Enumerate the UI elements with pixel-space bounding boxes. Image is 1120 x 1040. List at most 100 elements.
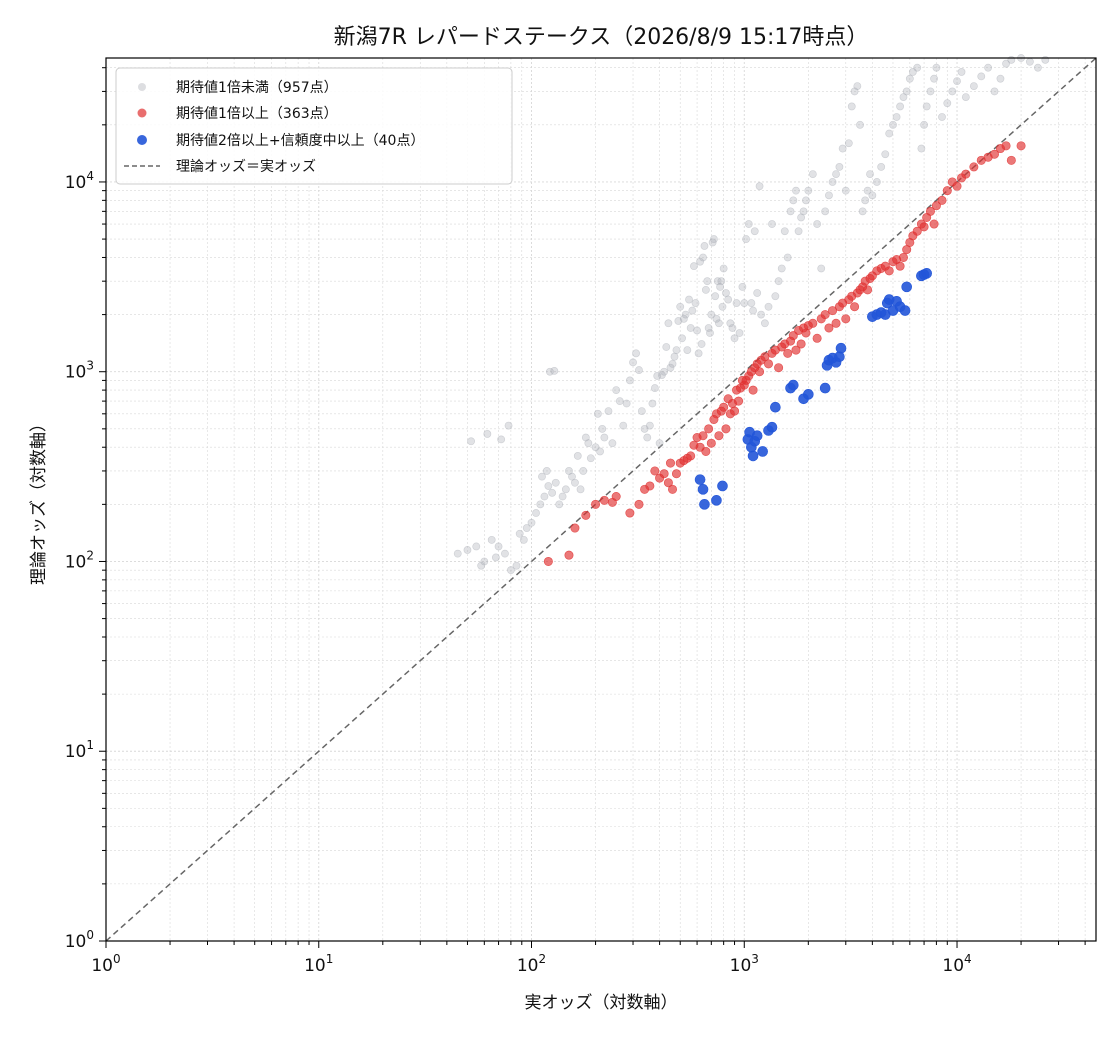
point-below-1	[747, 299, 756, 307]
point-above-1	[734, 396, 744, 406]
point-above-1	[686, 451, 696, 461]
point-below-1	[467, 437, 475, 446]
point-below-1	[637, 407, 646, 416]
point-below-1	[694, 349, 703, 358]
point-below-1	[532, 509, 540, 517]
point-below-1	[750, 227, 759, 236]
point-below-1	[683, 346, 692, 354]
y-axis-label: 理論オッズ（対数軸）	[29, 415, 49, 585]
point-below-1	[926, 87, 935, 96]
point-below-1	[685, 295, 693, 304]
point-below-1	[802, 196, 810, 205]
point-below-1	[856, 120, 864, 129]
point-below-1	[1007, 55, 1016, 64]
point-above-1	[701, 446, 711, 456]
point-below-1	[676, 302, 685, 311]
point-below-1	[522, 524, 531, 532]
point-above-2	[697, 484, 709, 495]
point-below-1	[632, 349, 640, 358]
point-below-1	[905, 74, 914, 83]
point-below-1	[688, 306, 697, 315]
point-below-1	[838, 144, 847, 153]
point-above-1	[863, 285, 873, 295]
point-above-2	[803, 389, 814, 400]
point-below-1	[780, 227, 789, 236]
point-above-1	[931, 201, 941, 211]
point-below-1	[483, 430, 492, 438]
point-above-1	[645, 481, 655, 491]
point-below-1	[600, 433, 609, 442]
point-below-1	[558, 492, 567, 501]
point-below-1	[701, 285, 710, 294]
point-below-1	[664, 319, 673, 328]
point-below-1	[730, 334, 739, 343]
point-below-1	[604, 407, 613, 416]
point-below-1	[1002, 59, 1010, 68]
point-above-1	[665, 458, 675, 468]
series-above-2	[694, 268, 932, 510]
point-below-1	[719, 264, 728, 273]
point-below-1	[576, 485, 585, 494]
point-above-1	[611, 491, 621, 501]
point-above-2	[835, 342, 847, 354]
point-below-1	[902, 87, 911, 96]
point-below-1	[735, 329, 744, 337]
point-below-1	[538, 472, 546, 481]
point-below-1	[799, 207, 808, 216]
point-below-1	[536, 500, 545, 509]
point-below-1	[697, 340, 706, 348]
point-below-1	[504, 421, 513, 430]
point-above-1	[884, 266, 894, 276]
point-below-1	[612, 386, 621, 395]
point-below-1	[550, 366, 559, 375]
point-above-1	[898, 252, 908, 262]
legend-label-reference-line: 理論オッズ＝実オッズ	[176, 159, 316, 175]
point-below-1	[832, 170, 840, 178]
legend-marker-below-1	[138, 83, 146, 91]
point-below-1	[615, 397, 624, 406]
point-above-1	[841, 314, 851, 324]
point-below-1	[777, 264, 786, 273]
point-below-1	[491, 553, 500, 562]
point-below-1	[817, 264, 826, 273]
point-below-1	[635, 366, 643, 374]
point-below-1	[755, 182, 764, 191]
point-above-1	[581, 510, 591, 520]
x-axis-label: 実オッズ（対数軸）	[525, 993, 678, 1013]
point-above-1	[704, 424, 714, 434]
point-below-1	[866, 170, 874, 178]
point-below-1	[889, 120, 897, 129]
point-below-1	[571, 478, 579, 487]
point-below-1	[655, 439, 664, 448]
series-below-1	[453, 54, 1050, 575]
x-tick-label: 100	[91, 952, 120, 976]
point-above-1	[748, 385, 758, 395]
points-layer	[453, 54, 1050, 575]
point-below-1	[913, 63, 922, 72]
point-below-1	[681, 310, 690, 319]
point-below-1	[853, 82, 862, 90]
point-below-1	[813, 220, 822, 228]
point-above-1	[828, 306, 838, 316]
point-above-1	[591, 499, 601, 509]
point-below-1	[717, 277, 726, 286]
point-below-1	[718, 302, 727, 311]
legend: 期待値1倍未満（957点） 期待値1倍以上（363点） 期待値2倍以上+信頼度中…	[115, 67, 513, 185]
point-below-1	[512, 561, 521, 570]
point-above-2	[899, 305, 911, 316]
point-above-1	[1006, 155, 1016, 165]
point-below-1	[728, 324, 737, 332]
point-below-1	[555, 500, 564, 509]
point-below-1	[598, 424, 607, 433]
y-tick-label: 104	[65, 169, 94, 193]
point-below-1	[693, 326, 701, 335]
point-below-1	[764, 302, 773, 311]
point-below-1	[948, 87, 957, 96]
point-above-1	[719, 402, 729, 412]
point-below-1	[841, 186, 850, 195]
point-below-1	[527, 518, 536, 527]
point-above-1	[698, 431, 708, 441]
point-above-1	[791, 345, 801, 355]
point-below-1	[715, 319, 723, 328]
